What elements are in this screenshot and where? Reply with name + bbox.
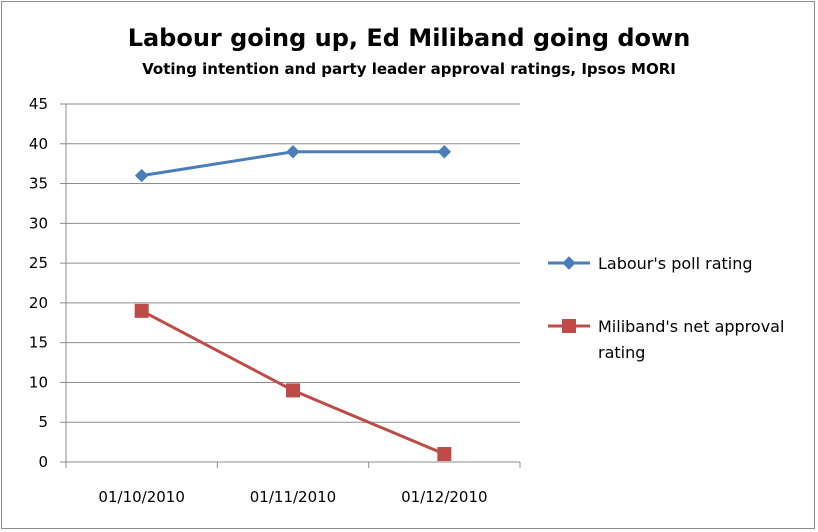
legend-item: Labour's poll rating xyxy=(548,254,753,273)
data-point xyxy=(134,303,149,318)
legend-marker xyxy=(562,256,576,270)
axes: 0 5 10 15 20 25 30 35 40 45 01/10/2010 01/11/2010 01… xyxy=(29,95,521,506)
series-2 xyxy=(134,303,452,462)
y-tick-label: 5 xyxy=(38,413,48,431)
x-tick-label: 01/11/2010 xyxy=(250,488,336,506)
chart-subtitle: Voting intention and party leader approv… xyxy=(142,60,676,78)
legend-label: Labour's poll rating xyxy=(598,254,753,273)
series-layer xyxy=(134,145,452,462)
legend-item: Miliband's net approval rating xyxy=(548,317,784,362)
data-point xyxy=(134,168,149,183)
y-tick-label: 20 xyxy=(29,294,48,312)
y-tick-label: 40 xyxy=(29,135,48,153)
chart-title: Labour going up, Ed Miliband going down xyxy=(128,24,691,52)
y-tick-label: 15 xyxy=(29,334,48,352)
x-tick-label: 01/10/2010 xyxy=(98,488,184,506)
legend-marker xyxy=(562,319,576,333)
series-1 xyxy=(134,145,452,183)
y-tick-label: 25 xyxy=(29,254,48,272)
y-tick-label: 30 xyxy=(29,214,48,232)
legend-label: Miliband's net approval rating xyxy=(598,317,784,362)
y-tick-label: 45 xyxy=(29,95,48,113)
y-tick-label: 35 xyxy=(29,175,48,193)
legend: Labour's poll rating Miliband's net appro… xyxy=(548,254,784,362)
x-tick-label: 01/12/2010 xyxy=(401,488,487,506)
y-tick-label: 0 xyxy=(38,453,48,471)
gridlines xyxy=(66,103,520,423)
data-point xyxy=(437,145,452,159)
y-tick-label: 10 xyxy=(29,373,48,391)
data-point xyxy=(286,145,300,159)
data-point xyxy=(437,447,452,462)
data-point xyxy=(286,383,300,398)
